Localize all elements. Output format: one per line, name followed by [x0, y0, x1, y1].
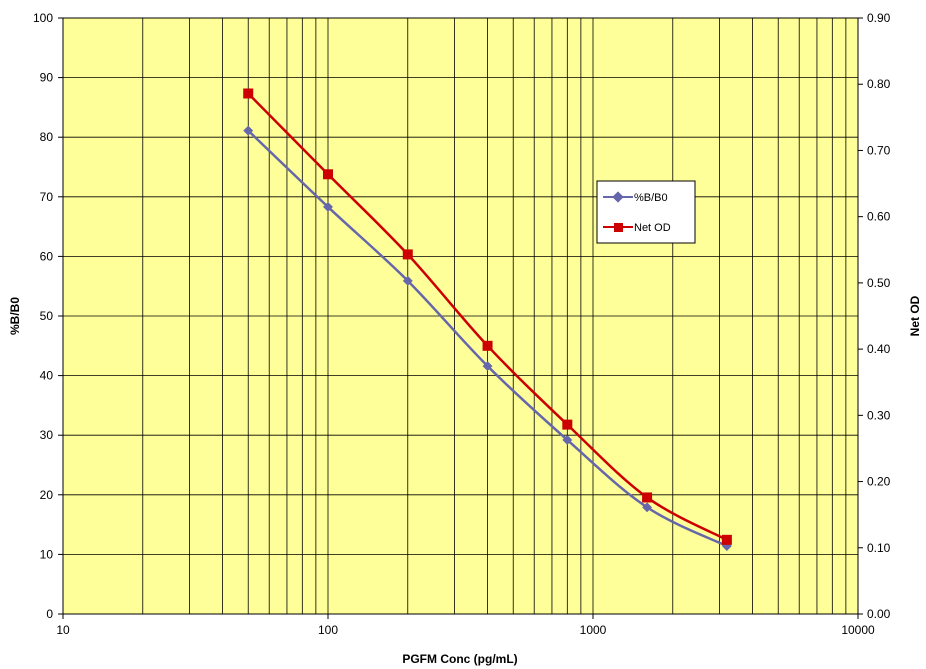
y2-tick-label: 0.80	[867, 77, 891, 91]
y-tick-label: 80	[40, 130, 54, 144]
bb0-point	[562, 435, 573, 445]
x-axis-title: PGFM Conc (pg/mL)	[402, 652, 517, 666]
netod-point	[323, 169, 333, 180]
bb0-point	[482, 361, 493, 372]
netod-point	[482, 340, 493, 351]
x-tick-label: 1000	[580, 623, 607, 637]
bb0-point	[323, 201, 333, 212]
y-tick-label: 10	[40, 547, 54, 561]
legend-marker-netod	[614, 223, 623, 232]
netod-point	[402, 249, 413, 260]
x-tick-label: 10	[56, 623, 70, 637]
y-tick-label: 50	[40, 309, 54, 323]
netod-point	[243, 88, 254, 99]
legend-label-bb0: %B/B0	[634, 192, 668, 204]
y-tick-label: 70	[40, 190, 54, 204]
bb0-point	[243, 125, 254, 136]
netod-point	[721, 534, 732, 545]
y-tick-label: 40	[40, 369, 54, 383]
y2-tick-label: 0.00	[867, 607, 891, 621]
y-tick-label: 100	[33, 11, 53, 25]
netod-point	[562, 419, 573, 430]
y2-tick-label: 0.90	[867, 11, 891, 25]
y2-tick-label: 0.60	[867, 210, 891, 224]
legend-label-netod: Net OD	[634, 222, 671, 234]
bb0-point	[402, 275, 413, 286]
y2-tick-label: 0.50	[867, 276, 891, 290]
bb0-point	[642, 502, 653, 513]
x-tick-label: 10000	[841, 623, 875, 637]
legend: %B/B0 Net OD	[596, 180, 696, 244]
series-layer	[243, 88, 732, 552]
y2-tick-label: 0.70	[867, 143, 891, 157]
y-tick-label: 90	[40, 71, 54, 85]
y-tick-label: 30	[40, 428, 54, 442]
gridlines	[62, 17, 859, 615]
y2-tick-label: 0.30	[867, 408, 891, 422]
y2-tick-label: 0.10	[867, 541, 891, 555]
legend-marker-bb0	[612, 191, 624, 203]
y-axis-title: %B/B0	[8, 297, 22, 335]
y2-tick-label: 0.20	[867, 475, 891, 489]
netod-point	[642, 492, 653, 503]
y-tick-label: 0	[46, 607, 53, 621]
y2-tick-label: 0.40	[867, 342, 891, 356]
y-tick-label: 60	[40, 249, 54, 263]
legend-box	[596, 180, 696, 244]
y-tick-label: 20	[40, 488, 54, 502]
y2-axis-title: Net OD	[908, 295, 922, 336]
x-tick-label: 100	[318, 623, 338, 637]
axis-ticks: 10 100 1000 1000001020304050607080901000.00…	[33, 11, 891, 637]
